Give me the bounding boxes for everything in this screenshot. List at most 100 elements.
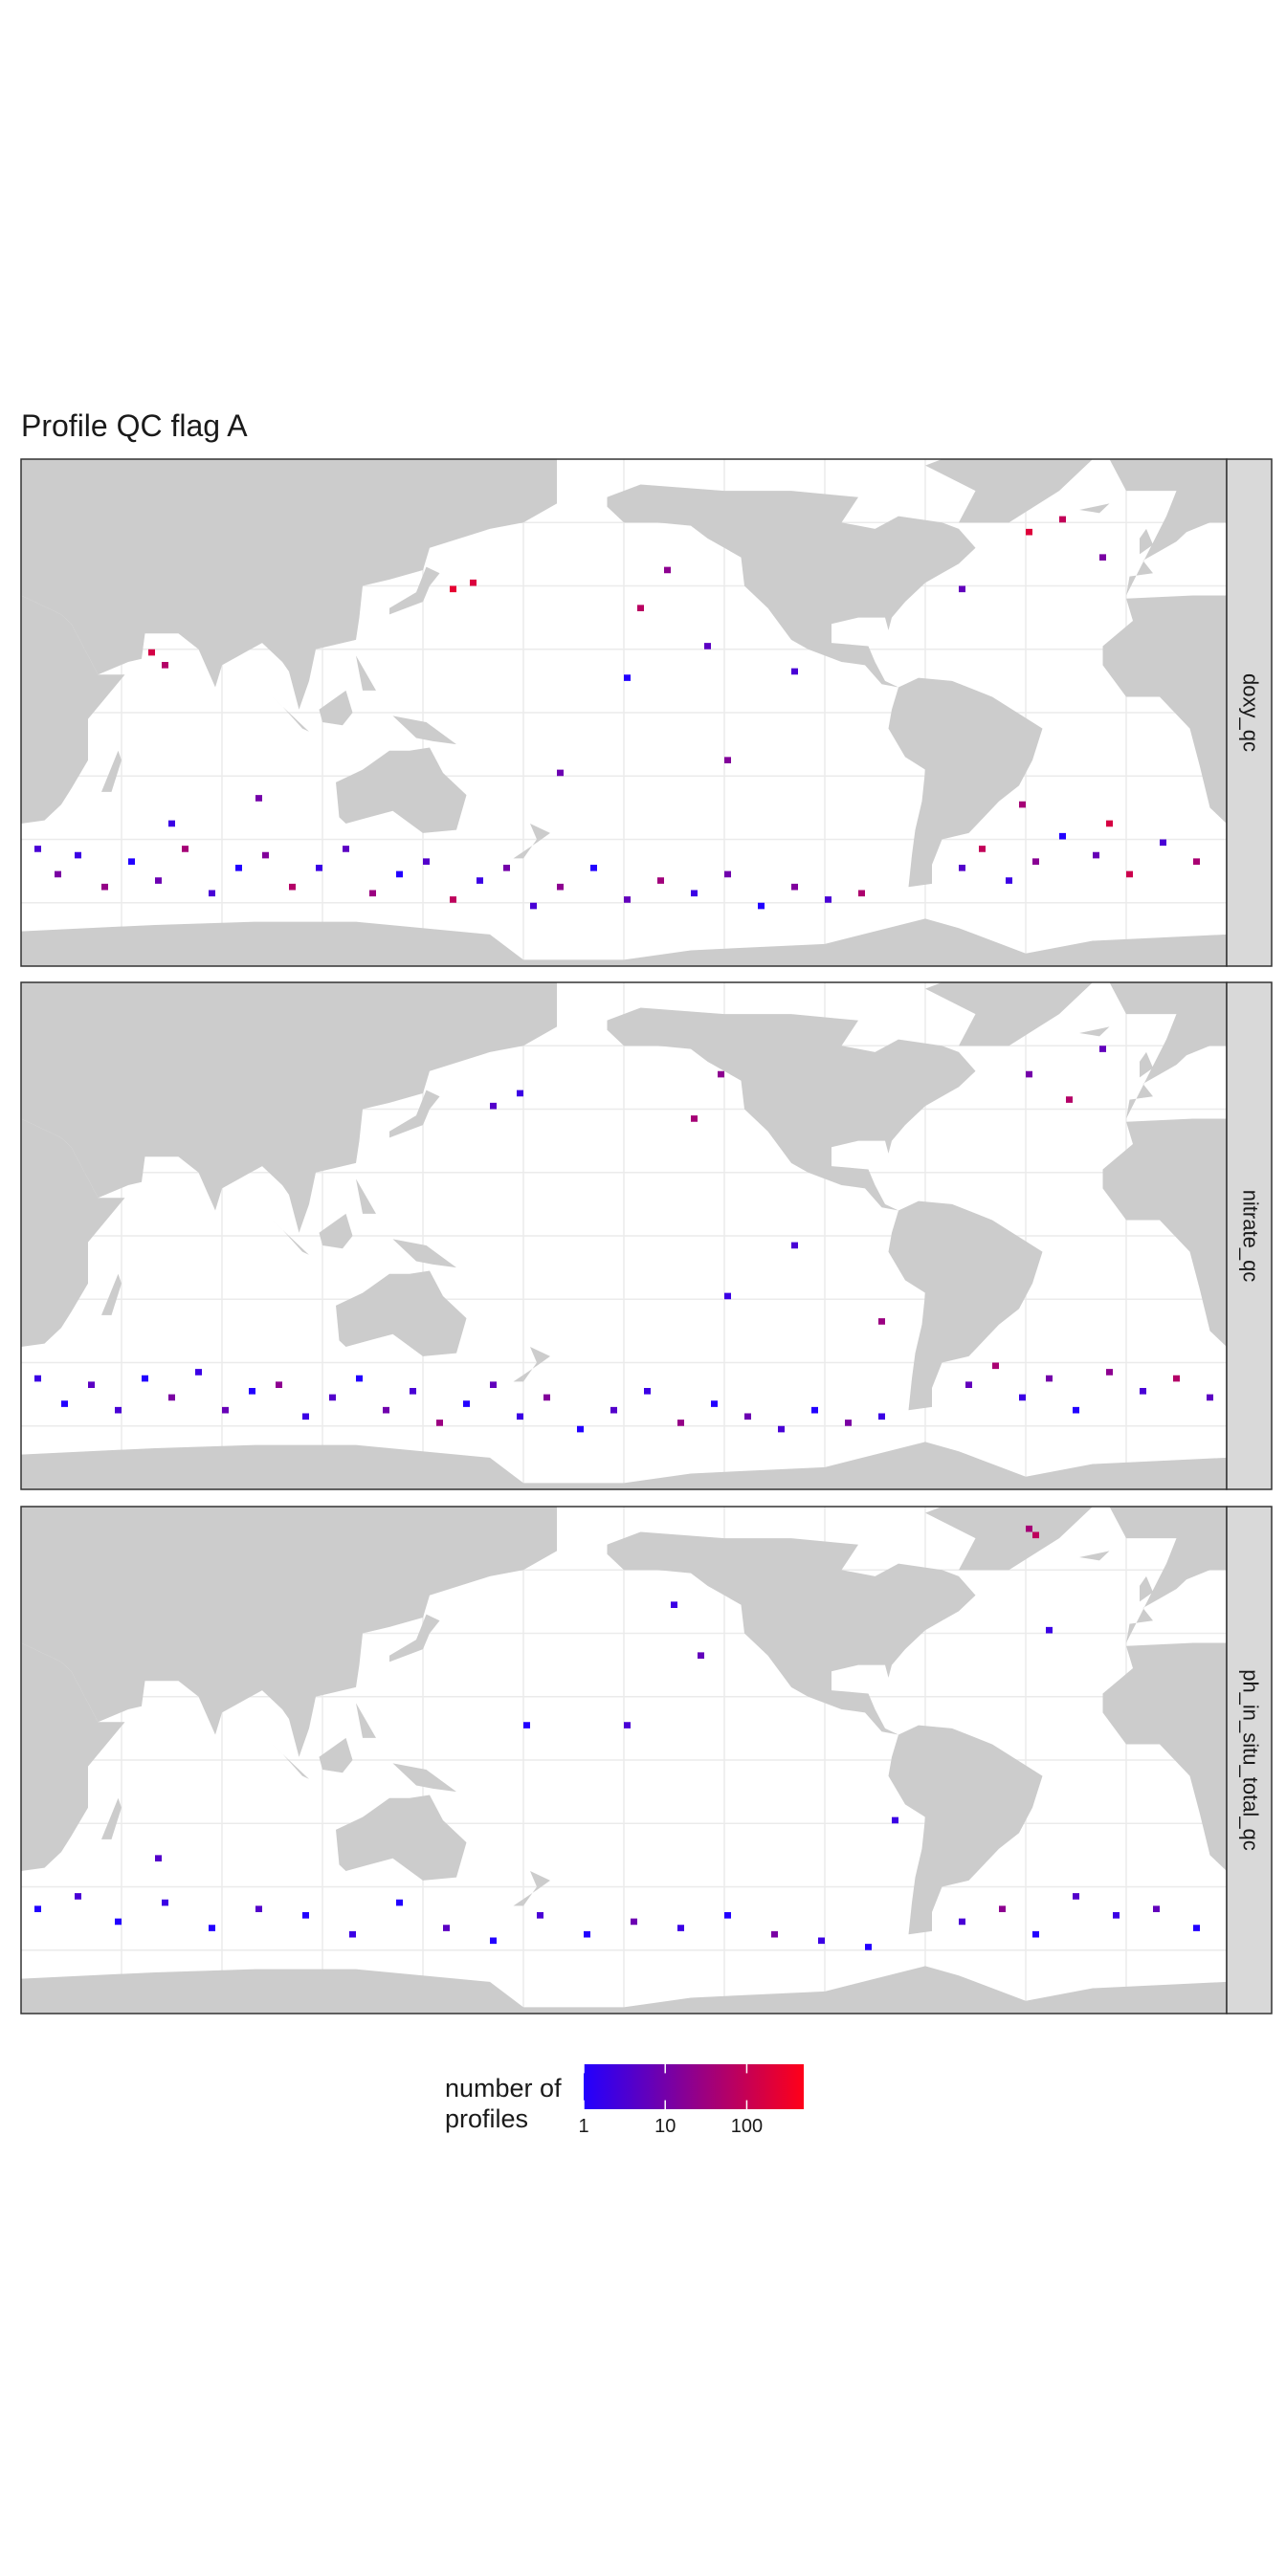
tile — [1093, 851, 1099, 859]
tile — [383, 1406, 389, 1414]
tile — [791, 668, 798, 675]
tile — [724, 1912, 731, 1919]
tile — [845, 1420, 852, 1426]
tile — [235, 865, 242, 871]
tile — [590, 865, 597, 871]
tile — [168, 1394, 175, 1401]
tile — [148, 649, 155, 656]
tile — [155, 877, 162, 884]
strip — [1226, 981, 1273, 1490]
tile — [34, 1905, 41, 1912]
tile — [343, 846, 349, 852]
tile — [1073, 1893, 1079, 1900]
tile — [470, 579, 477, 586]
panel-area — [21, 982, 1227, 1489]
tile — [1026, 1525, 1032, 1532]
tile — [302, 1912, 309, 1919]
tile — [892, 1816, 898, 1824]
tile — [195, 1369, 202, 1376]
tile — [758, 902, 765, 910]
legend-title: number of — [445, 2074, 562, 2103]
tile — [858, 890, 865, 897]
tile — [718, 1070, 724, 1078]
tile — [302, 1413, 309, 1420]
tile — [1019, 801, 1026, 808]
tile — [711, 1400, 718, 1407]
tile — [517, 1090, 523, 1097]
tile — [637, 605, 644, 611]
tile — [557, 769, 564, 777]
tile — [477, 877, 483, 884]
tile — [490, 1102, 497, 1110]
tile — [557, 883, 564, 891]
facet-panel: nitrate_qc — [20, 981, 1273, 1490]
tile — [1153, 1905, 1160, 1912]
tile — [1140, 1388, 1146, 1395]
tile — [1032, 1531, 1039, 1539]
tile — [61, 1400, 68, 1407]
tile — [671, 1601, 677, 1608]
tile — [1113, 1912, 1120, 1919]
tile — [724, 870, 731, 878]
tile — [490, 1381, 497, 1388]
chart-title: Profile QC flag A — [21, 408, 248, 443]
facet-panel: ph_in_situ_total_qc — [20, 1506, 1273, 2015]
tile — [349, 1930, 356, 1938]
tile — [644, 1388, 651, 1395]
tile — [677, 1925, 684, 1931]
tile — [543, 1394, 550, 1401]
tile — [222, 1406, 229, 1414]
strip-label: doxy_qc — [1239, 673, 1263, 752]
tile — [1006, 877, 1012, 884]
tile — [255, 1905, 262, 1912]
tile — [959, 865, 965, 871]
tile — [115, 1918, 122, 1926]
tile — [1193, 1925, 1200, 1931]
tile — [249, 1388, 255, 1395]
tile — [1026, 528, 1032, 536]
colorbar — [584, 2064, 804, 2109]
tile — [450, 896, 456, 903]
tile — [791, 1242, 798, 1249]
facets: doxy_qc nitrate_qc ph_in_situ_total_qc — [20, 458, 1273, 2015]
tile — [1207, 1394, 1213, 1401]
tile — [329, 1394, 336, 1401]
tile — [1099, 554, 1106, 561]
tile — [791, 883, 798, 891]
tile — [168, 820, 175, 827]
tile — [182, 846, 188, 852]
strip — [1226, 1506, 1273, 2015]
colorbar-tick-label: 10 — [654, 2116, 676, 2137]
tile — [999, 1905, 1006, 1912]
tile — [289, 883, 296, 891]
tile — [463, 1400, 470, 1407]
tile — [624, 674, 631, 681]
legend-title: profiles — [445, 2104, 528, 2133]
tile — [1026, 1070, 1032, 1078]
tile — [811, 1406, 818, 1414]
facet-panel: doxy_qc — [20, 458, 1273, 967]
tile — [1019, 1394, 1026, 1401]
tile — [142, 1375, 148, 1382]
tile — [410, 1388, 416, 1395]
tile — [624, 896, 631, 903]
tile — [162, 1899, 168, 1906]
tile — [55, 870, 61, 878]
tile — [610, 1406, 617, 1414]
tile — [396, 1899, 403, 1906]
tile — [577, 1425, 584, 1433]
tile — [115, 1406, 122, 1414]
tile — [490, 1937, 497, 1945]
tile — [356, 1375, 363, 1382]
tile — [396, 870, 403, 878]
tile — [537, 1912, 543, 1919]
tile — [979, 846, 986, 852]
strip-label: ph_in_situ_total_qc — [1239, 1669, 1263, 1851]
tile — [423, 858, 430, 865]
tile — [34, 1375, 41, 1382]
tile — [664, 566, 671, 574]
tile — [523, 1722, 530, 1728]
tile — [1106, 820, 1113, 827]
tile — [704, 643, 711, 650]
